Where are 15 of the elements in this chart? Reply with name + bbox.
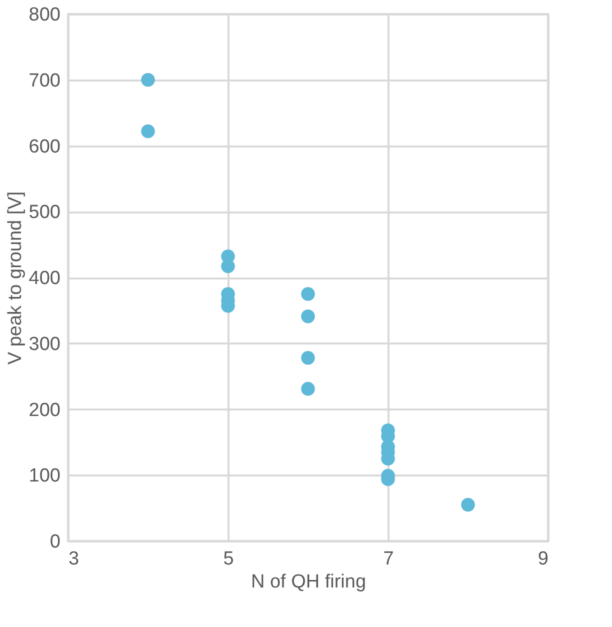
y-tick-label: 300	[28, 334, 60, 355]
y-axis-title: V peak to ground [V]	[4, 191, 26, 365]
x-tick-label: 9	[538, 548, 548, 570]
x-tick-label: 7	[383, 548, 394, 570]
y-tick-label: 800	[28, 4, 60, 26]
y-tick-label: 200	[28, 400, 60, 421]
y-tick-label: 700	[28, 70, 60, 92]
y-tick-label: 400	[28, 268, 60, 289]
y-tick-label: 600	[28, 136, 60, 158]
x-axis-title: N of QH firing	[250, 572, 366, 592]
x-tick-label: 5	[223, 548, 234, 570]
x-tick-label: 3	[68, 548, 80, 570]
y-tick-label: 0	[50, 532, 60, 552]
y-tick-label: 500	[28, 202, 60, 224]
y-tick-label: 100	[28, 466, 60, 487]
